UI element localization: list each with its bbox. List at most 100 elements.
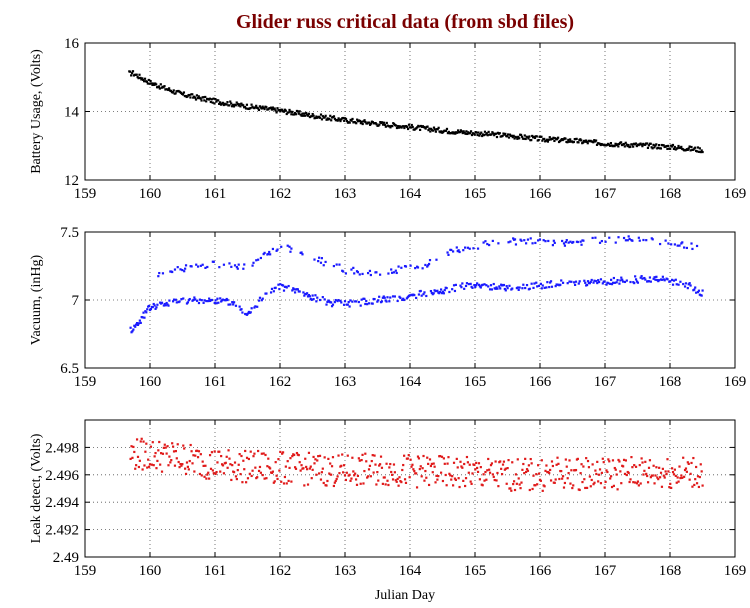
data-point <box>660 278 664 281</box>
data-point <box>222 103 225 107</box>
data-point <box>567 471 570 475</box>
data-point <box>667 144 670 148</box>
data-point <box>469 282 472 285</box>
data-point <box>646 474 649 478</box>
data-point <box>230 265 233 268</box>
data-point <box>461 466 464 469</box>
data-point <box>160 301 164 304</box>
data-point <box>565 239 568 242</box>
data-point <box>506 287 509 290</box>
data-point <box>488 471 492 474</box>
data-point <box>409 264 412 267</box>
data-point <box>320 471 323 474</box>
data-point <box>477 462 481 465</box>
data-point <box>129 326 132 329</box>
data-point <box>559 139 562 142</box>
data-point <box>427 462 430 466</box>
data-point <box>243 468 246 471</box>
data-point <box>339 119 342 123</box>
data-point <box>419 128 422 132</box>
data-point <box>530 282 533 285</box>
data-point <box>437 126 440 129</box>
data-point <box>281 108 284 111</box>
data-point <box>391 473 394 476</box>
data-point <box>462 249 465 252</box>
data-point <box>432 292 435 295</box>
data-point <box>218 266 221 269</box>
data-point <box>701 289 704 292</box>
data-point <box>539 479 542 482</box>
data-point <box>423 479 426 482</box>
plot-frame <box>84 231 736 369</box>
data-point <box>274 286 277 289</box>
data-point <box>518 483 521 486</box>
data-point <box>269 291 273 294</box>
data-point <box>172 300 175 303</box>
data-point <box>487 457 490 461</box>
data-point <box>306 113 309 116</box>
data-point <box>489 464 493 467</box>
data-point <box>695 465 698 469</box>
data-point <box>144 450 147 453</box>
data-point <box>371 121 374 124</box>
data-point <box>481 484 484 487</box>
data-point <box>332 264 335 268</box>
data-point <box>588 282 591 285</box>
data-point <box>131 330 134 333</box>
data-point <box>545 464 548 467</box>
data-point <box>238 305 241 308</box>
data-point <box>673 145 676 149</box>
data-point <box>576 240 579 244</box>
data-point <box>697 485 701 489</box>
data-point <box>431 129 435 132</box>
data-point <box>189 443 192 447</box>
data-point <box>613 466 616 470</box>
data-point <box>487 285 490 288</box>
data-point <box>257 449 260 453</box>
data-point <box>263 251 266 255</box>
data-point <box>700 294 703 297</box>
data-point <box>302 291 305 294</box>
data-point <box>689 149 692 152</box>
data-point <box>677 144 680 148</box>
data-point <box>317 260 320 263</box>
data-point <box>556 456 559 459</box>
data-point <box>631 143 634 146</box>
data-point <box>644 460 647 463</box>
data-point <box>456 131 459 134</box>
data-point <box>342 270 345 273</box>
data-point <box>447 253 450 256</box>
data-point <box>318 256 321 259</box>
data-point <box>495 286 498 289</box>
data-point <box>520 481 523 484</box>
data-point <box>327 457 330 460</box>
data-point <box>231 105 234 108</box>
data-point <box>616 278 619 282</box>
data-point <box>276 107 279 110</box>
data-point <box>149 445 153 448</box>
data-point <box>526 238 530 241</box>
data-point <box>138 73 141 76</box>
data-point <box>197 301 201 305</box>
data-point <box>640 275 643 278</box>
data-point <box>486 242 489 246</box>
data-point <box>610 283 614 286</box>
data-point <box>190 265 193 268</box>
data-point <box>592 141 595 144</box>
data-point <box>287 479 290 483</box>
data-point <box>176 266 179 269</box>
data-point <box>627 235 630 238</box>
data-point <box>565 465 568 468</box>
data-point <box>524 137 527 141</box>
data-point <box>615 473 618 476</box>
data-point <box>583 140 587 143</box>
data-point <box>526 469 530 472</box>
data-point <box>483 283 486 286</box>
data-point <box>130 72 134 75</box>
data-point <box>522 283 525 286</box>
data-point <box>297 454 300 457</box>
data-point <box>564 137 567 140</box>
data-point <box>391 271 394 274</box>
data-point <box>464 477 468 480</box>
data-point <box>401 298 404 302</box>
